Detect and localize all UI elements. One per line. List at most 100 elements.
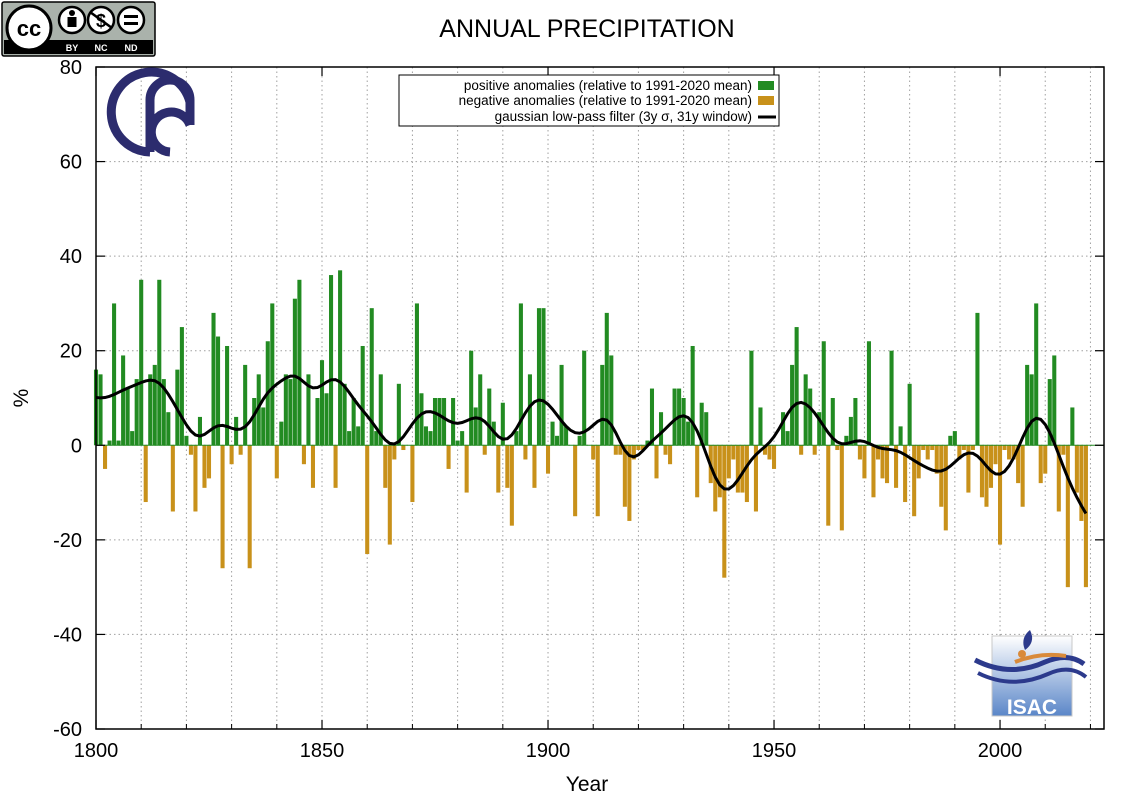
bar-positive [369,308,374,446]
bar-positive [808,388,813,446]
bar-negative [894,445,899,488]
cnr-logo-icon [106,67,195,157]
bar-negative [857,445,862,460]
bar-positive [1047,379,1052,446]
bar-positive [351,398,356,446]
bar-positive [658,412,664,446]
bar-negative [740,445,745,493]
bar-negative [636,445,641,451]
bar-negative [401,445,406,451]
bar-negative [410,445,415,503]
bar-negative [383,445,388,488]
bar-negative [1002,445,1007,451]
bar-positive [423,426,429,446]
bar-positive [853,398,858,446]
bar-positive [216,336,221,446]
isac-logo-text: ISAC [1007,696,1057,719]
bar-negative [930,445,935,451]
legend-label-filter: gaussian low-pass filter (3y σ, 31y wind… [495,109,752,124]
bar-positive [319,360,325,446]
bar-positive [1025,364,1030,446]
bar-negative [505,445,510,488]
bar-positive [134,379,139,446]
bar-positive [179,327,184,446]
x-tick-label: 1850 [300,740,345,762]
bar-positive [270,303,275,446]
plot-frame [95,66,1105,730]
badge-label-nd: ND [125,43,138,53]
chart-title: ANNUAL PRECIPITATION [439,15,734,43]
bar-negative [622,445,627,507]
bar-negative [939,445,944,507]
bar-negative [880,445,885,479]
bar-negative [482,445,487,455]
bar-positive [690,345,695,446]
bar-positive [396,383,401,446]
bar-positive [907,383,912,446]
bar-negative [1065,445,1070,588]
bar-negative [640,445,645,451]
bar-negative [1016,445,1021,484]
x-tick-label: 1900 [526,740,571,762]
bar-positive [559,364,564,446]
bar-negative [1056,445,1061,512]
bar-negative [1079,445,1084,521]
bar-negative [1038,445,1043,484]
bar-negative [993,445,998,465]
bar-negative [663,445,668,455]
bar-positive [469,350,474,446]
bar-negative [925,445,930,460]
bar-positive [297,279,302,446]
bar-negative [835,445,840,451]
bar-positive [442,398,447,446]
y-axis-title: % [10,389,33,408]
bar-positive [790,364,795,446]
bar-negative [387,445,392,545]
bar-negative [301,445,306,465]
bar-positive [817,412,822,446]
bar-negative [532,445,537,488]
bar-negative [762,445,768,455]
badge-label-nc: NC [95,43,108,53]
bar-positive [758,407,763,446]
bar-negative [731,445,736,460]
legend: positive anomalies (relative to 1991-202… [398,74,780,127]
bar-negative [333,445,338,488]
svg-text:cc: cc [17,16,41,41]
bar-positive [785,431,790,446]
bar-negative [767,445,772,460]
isac-logo-icon: ISAC [973,630,1088,719]
bar-positive [347,431,352,446]
bar-positive [211,312,216,446]
y-tick-label: 40 [60,246,82,268]
bar-negative [970,445,975,451]
bar-negative [812,445,817,455]
bar-negative [912,445,917,517]
bar-positive [116,440,121,446]
bar-positive [374,431,379,446]
bar-positive [1029,374,1034,446]
bar-negative [1020,445,1025,507]
bar-negative [247,445,252,569]
bar-positive [898,426,903,446]
bar-positive [157,279,162,446]
bar-positive [324,393,329,446]
bar-positive [582,350,587,446]
bar-negative [392,445,397,460]
bar-positive [781,412,786,446]
bar-positive [527,374,532,446]
bar-negative [1007,445,1012,460]
legend-swatch-positive [758,81,774,90]
bar-positive [279,421,284,446]
bar-negative [988,445,994,488]
bar-negative [523,445,528,460]
bar-negative [695,445,700,498]
bar-negative [722,445,727,578]
bar-positive [130,431,135,446]
bar-positive [649,388,655,446]
cc-license-badge: cc $ BY NC ND [1,1,156,57]
bar-positive [197,416,202,446]
bar-negative [509,445,514,526]
bar-positive [1070,407,1075,446]
